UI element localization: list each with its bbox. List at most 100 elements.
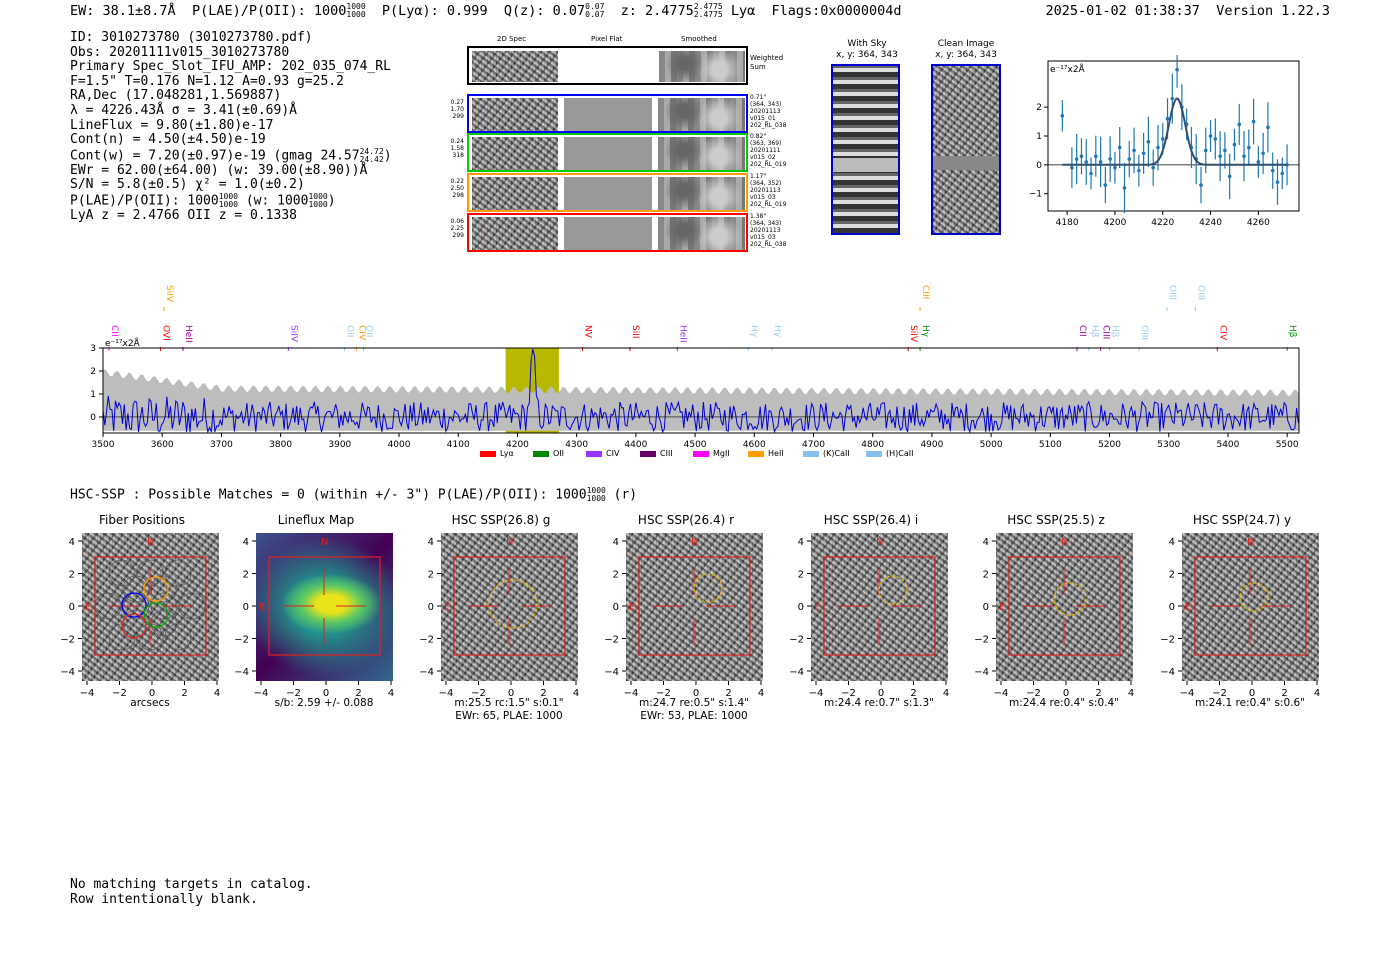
clean-fiber-band	[933, 156, 999, 170]
footer-notes: No matching targets in catalog. Row inte…	[70, 877, 313, 907]
spec2d-row-right-value: 202_RL_019	[750, 201, 787, 208]
cutout-axes: 4 2 0 −2 −4 −4 −2 0 2 4	[974, 537, 1134, 699]
cutout-caption: s/b: 2.59 +/- 0.088	[274, 697, 374, 709]
info-ewr: EWr = 62.00(±64.00) (w: 39.00(±8.90))Å	[70, 162, 368, 178]
spectrum-legend-item: CIV	[586, 449, 619, 458]
spec2d-row-right-value: v015_01	[750, 115, 776, 122]
spec2d-row-right-value: v015_03	[750, 194, 776, 201]
spec2d-row-2d-spec	[472, 177, 558, 210]
spectrum-legend-item: CIII	[640, 449, 673, 458]
clean-image-title: Clean Image	[937, 39, 995, 49]
clean-image	[931, 64, 1001, 235]
fiber-circle	[150, 609, 178, 637]
line-fit-chart: e⁻¹⁷x2Å 4180 4200 4220 4240 4260 2 1 0 −1	[1030, 55, 1300, 228]
cutout-ytick-label: 4	[613, 537, 619, 548]
with-sky-xy: x, y: 364, 343	[836, 50, 898, 60]
cutout-east-label: E	[1185, 602, 1191, 613]
cutout-ytick-label: 4	[983, 537, 989, 548]
line-fit-point	[1141, 151, 1146, 156]
spectrum-line	[102, 348, 1299, 434]
cutout-ytick-label: 4	[798, 537, 804, 548]
cutout-north-label: N	[147, 537, 154, 548]
spec2d-row-left-value: 298	[452, 192, 464, 199]
cutout-north-label: N	[1061, 537, 1068, 548]
cutout-xtick-label: −4	[1180, 688, 1195, 699]
line-fit-point	[1280, 171, 1285, 176]
cutout-xtick-label: −4	[624, 688, 639, 699]
legend-swatch	[693, 450, 709, 457]
info-contw: Cont(w) = 7.20(±0.97)e-19 (gmag 24.57	[70, 148, 360, 164]
footer-line-2: Row intentionally blank.	[70, 892, 258, 907]
spec2d-row-right-value: 202_RL_038	[750, 241, 787, 248]
cutout-north-label: N	[321, 537, 328, 548]
cutout-ytick-label: −2	[789, 635, 804, 646]
spectrum-line-marker: HeII	[183, 325, 193, 343]
spectrum-xtick-label: 4200	[506, 440, 529, 450]
spec2d-row-pixel-flat	[564, 98, 652, 131]
spectrum-xtick-label: 4500	[684, 440, 707, 450]
cutout-xtick-label: −2	[286, 688, 301, 699]
spec2d-col-header: Smoothed	[681, 35, 717, 43]
cutout-overlay: NE	[85, 537, 207, 656]
cutout-ytick-label: −4	[789, 667, 804, 678]
line-fit-point	[1074, 157, 1079, 161]
cutout-caption-2: EWr: 53, PLAE: 1000	[640, 710, 748, 722]
cutout-axes: 4 2 0 −2 −4 −4 −2 0 2 4	[604, 537, 764, 699]
cutout-xtick-label: −2	[112, 688, 127, 699]
spec2d-row-right-value: 1.17"	[750, 173, 767, 180]
spectrum-ytick-label: 0	[90, 413, 96, 423]
spectrum-xtick-label: 3700	[210, 440, 233, 450]
cutout-overlay: NE	[444, 537, 566, 656]
cutout-ytick-label: 4	[1169, 537, 1175, 548]
cutout-aperture-box	[823, 556, 936, 656]
cutout-aperture-box	[1194, 556, 1307, 656]
spec2d-row-left-value: 1.58	[450, 145, 464, 152]
hsc-title-text: HSC-SSP : Possible Matches = 0 (within +…	[70, 487, 587, 503]
spec2d-row-left-value: 299	[452, 232, 464, 239]
line-fit-xtick-label: 4200	[1103, 218, 1126, 228]
spectrum-xtick-label: 5400	[1216, 440, 1239, 450]
header-plae: P(LAE)/P(OII): 1000	[191, 3, 347, 19]
spec2d-row-right-info: 0.82" (363, 369) 20201111 v015_02 202_RL_019	[750, 133, 786, 168]
spectrum-ytick-label: 3	[90, 344, 96, 354]
cutout-east-label: E	[85, 602, 91, 613]
cutout-ytick-label: 0	[983, 602, 989, 613]
weighted-sum-label: Weighted Sum	[750, 54, 784, 71]
spec2d-row-left-stats: 0.24 1.58 318	[444, 138, 464, 159]
info-contw-lo: 24.42	[359, 154, 384, 164]
cutout-xtick-label: 0	[878, 688, 884, 699]
line-fit-point	[1256, 160, 1261, 164]
line-fit-point	[1261, 151, 1265, 156]
cutout-xtick-label: −4	[254, 688, 269, 699]
legend-label: OII	[553, 449, 565, 458]
cutout-xtick-label: 0	[1249, 688, 1255, 699]
spec2d-row-right-value: (364, 352)	[750, 180, 782, 187]
spec2d-row-right-value: v015_03	[750, 234, 776, 241]
spec2d-row-right-value: 20201113	[750, 108, 781, 115]
info-contw-hi: 24.72	[359, 146, 384, 156]
cutout-source-ellipse	[693, 573, 723, 603]
cutout-xtick-label: 0	[1063, 688, 1069, 699]
line-fit-point	[1208, 134, 1213, 138]
cutout-ytick-label: 0	[613, 602, 619, 613]
spec2d-row-2d-spec	[472, 217, 558, 250]
spec2d-row-pixel-flat	[564, 217, 652, 250]
cutout-aperture-box	[268, 556, 381, 656]
spec2d-row-right-value: (364, 343)	[750, 101, 782, 108]
legend-label: MgII	[713, 449, 730, 458]
line-fit-ytick-label: 0	[1036, 161, 1042, 171]
line-fit-point	[1218, 154, 1222, 158]
hsc-title-lo: 1000	[586, 494, 606, 503]
spec2d-row-smoothed	[658, 217, 745, 250]
fiber-highlight	[121, 613, 147, 639]
cutout-ytick-label: 0	[69, 602, 75, 613]
cutout-title: HSC SSP(26.4) r	[637, 513, 735, 527]
spec2d-row-right-value: 20201113	[750, 227, 781, 234]
cutout-xtick-label: 4	[573, 688, 579, 699]
spectrum-xtick-label: 4900	[920, 440, 943, 450]
spectrum-xtick-label: 4400	[624, 440, 647, 450]
info-plae-w-lo: 1000	[308, 200, 328, 210]
line-fit-point	[1117, 145, 1122, 150]
